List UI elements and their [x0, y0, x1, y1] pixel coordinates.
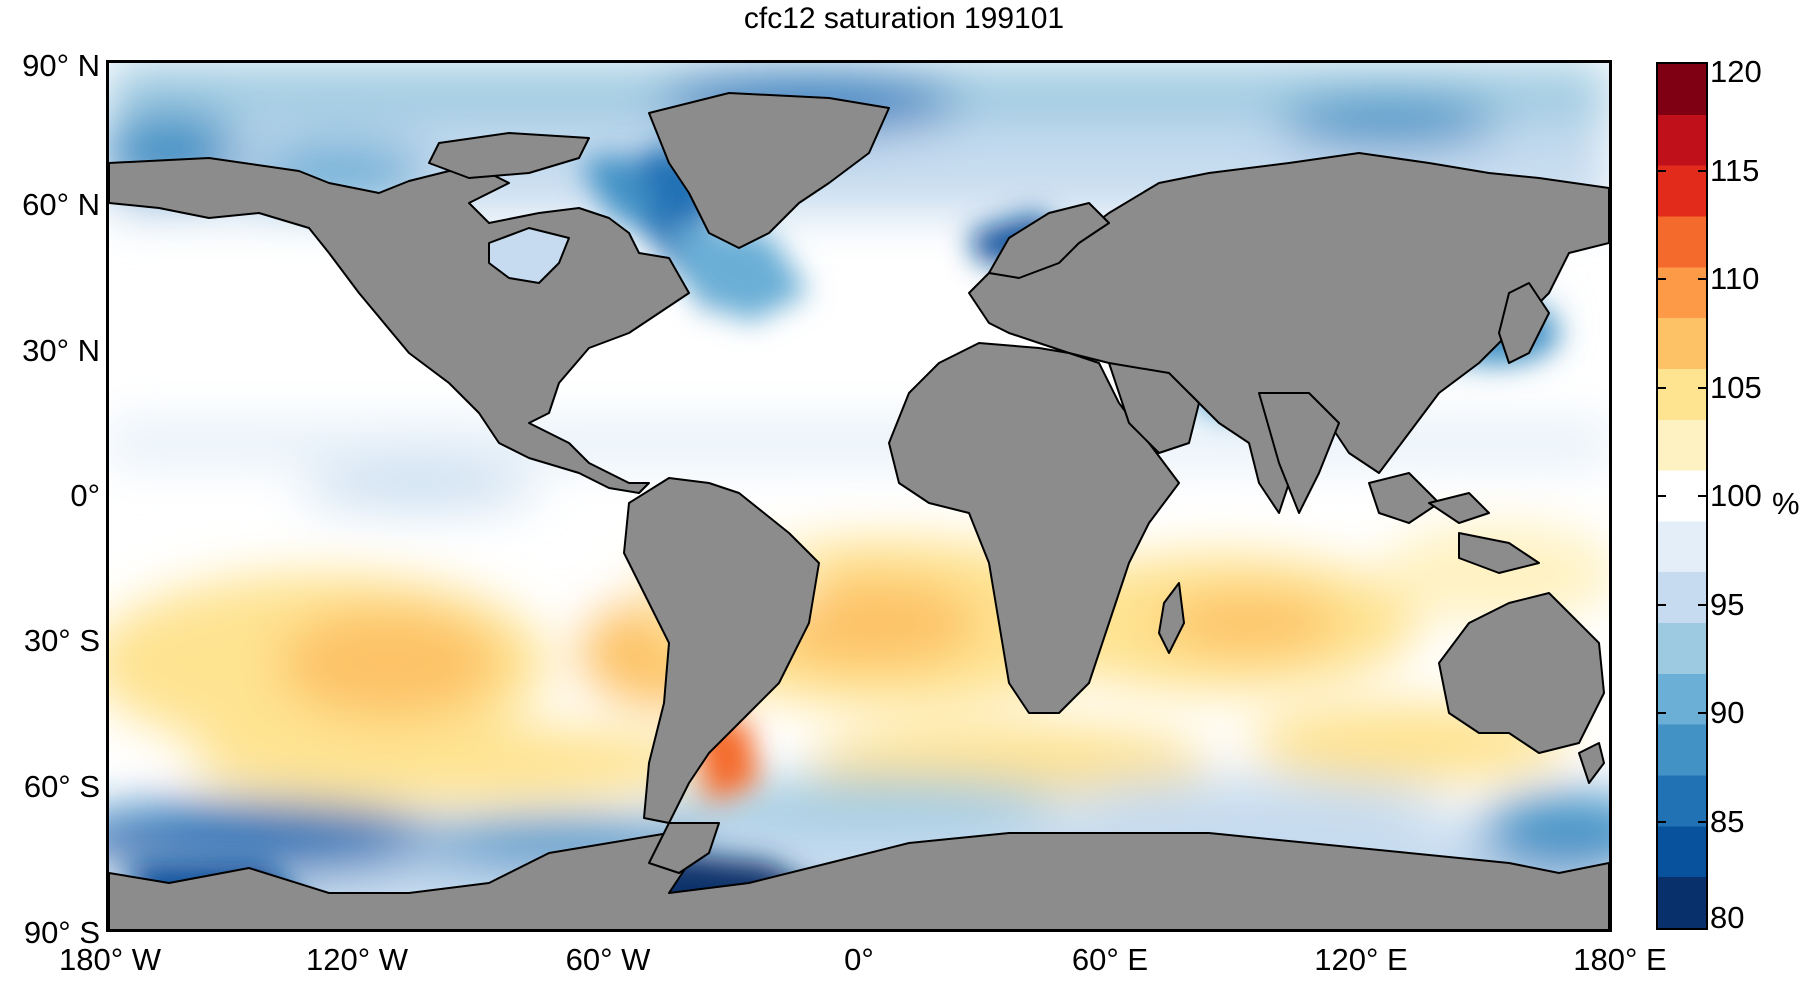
colorbar-tick-mark — [1698, 820, 1706, 823]
colorbar-tick-mark — [1658, 820, 1666, 823]
colorbar-tick-mark — [1658, 712, 1666, 714]
lon-label: 120° W — [306, 942, 408, 977]
south-america — [623, 477, 820, 824]
lon-label: 180° W — [59, 942, 161, 977]
lon-label: 60° W — [565, 942, 651, 977]
colorbar-tick-mark — [1658, 386, 1666, 389]
colorbar-tick-mark — [1698, 386, 1706, 389]
lat-label: 0° — [70, 478, 100, 513]
colorbar-tick-label: 85 — [1710, 803, 1745, 839]
lon-label: 120° E — [1314, 942, 1408, 977]
lat-label: 90° S — [23, 915, 100, 950]
antarctica — [109, 832, 1609, 929]
colorbar-tick-label: 120 — [1710, 54, 1762, 89]
lat-label: 60° N — [22, 187, 100, 223]
colorbar-tick-mark — [1698, 603, 1706, 606]
colorbar-tick-label: 110 — [1710, 261, 1760, 296]
lat-label: 60° S — [23, 768, 100, 804]
colorbar-tick-label: 105 — [1710, 369, 1762, 405]
lat-label: 30° N — [22, 332, 100, 368]
lon-label: 60° E — [1071, 942, 1149, 977]
saturation-map — [109, 63, 1609, 929]
colorbar-tick-mark — [1658, 495, 1666, 497]
greenland — [648, 92, 890, 249]
map-title: cfc12 saturation 199101 — [743, 2, 1065, 35]
lat-label: 90° N — [22, 48, 100, 83]
africa — [888, 342, 1180, 714]
colorbar-tick-label: 95 — [1710, 586, 1745, 622]
colorbar-tick-label: 115 — [1710, 152, 1760, 188]
colorbar-tick-label: 100 — [1710, 478, 1762, 513]
colorbar-tick-mark — [1658, 169, 1666, 172]
colorbar-tick-mark — [1658, 603, 1666, 606]
lat-label: 30° S — [23, 623, 100, 659]
land — [109, 92, 1609, 929]
colorbar-tick-mark — [1658, 278, 1666, 280]
lon-label: 180° E — [1573, 942, 1667, 977]
australia — [1438, 592, 1605, 754]
colorbar-tick-label: 80 — [1710, 900, 1745, 935]
colorbar-tick-mark — [1698, 712, 1706, 714]
map-frame — [106, 60, 1612, 932]
colorbar-tick-label: 90 — [1710, 695, 1745, 730]
colorbar-tick-mark — [1698, 169, 1706, 172]
colorbar-tick-mark — [1698, 278, 1706, 280]
colorbar-unit: % — [1772, 486, 1800, 521]
lon-label: 0° — [844, 942, 874, 977]
colorbar-tick-mark — [1698, 495, 1706, 497]
